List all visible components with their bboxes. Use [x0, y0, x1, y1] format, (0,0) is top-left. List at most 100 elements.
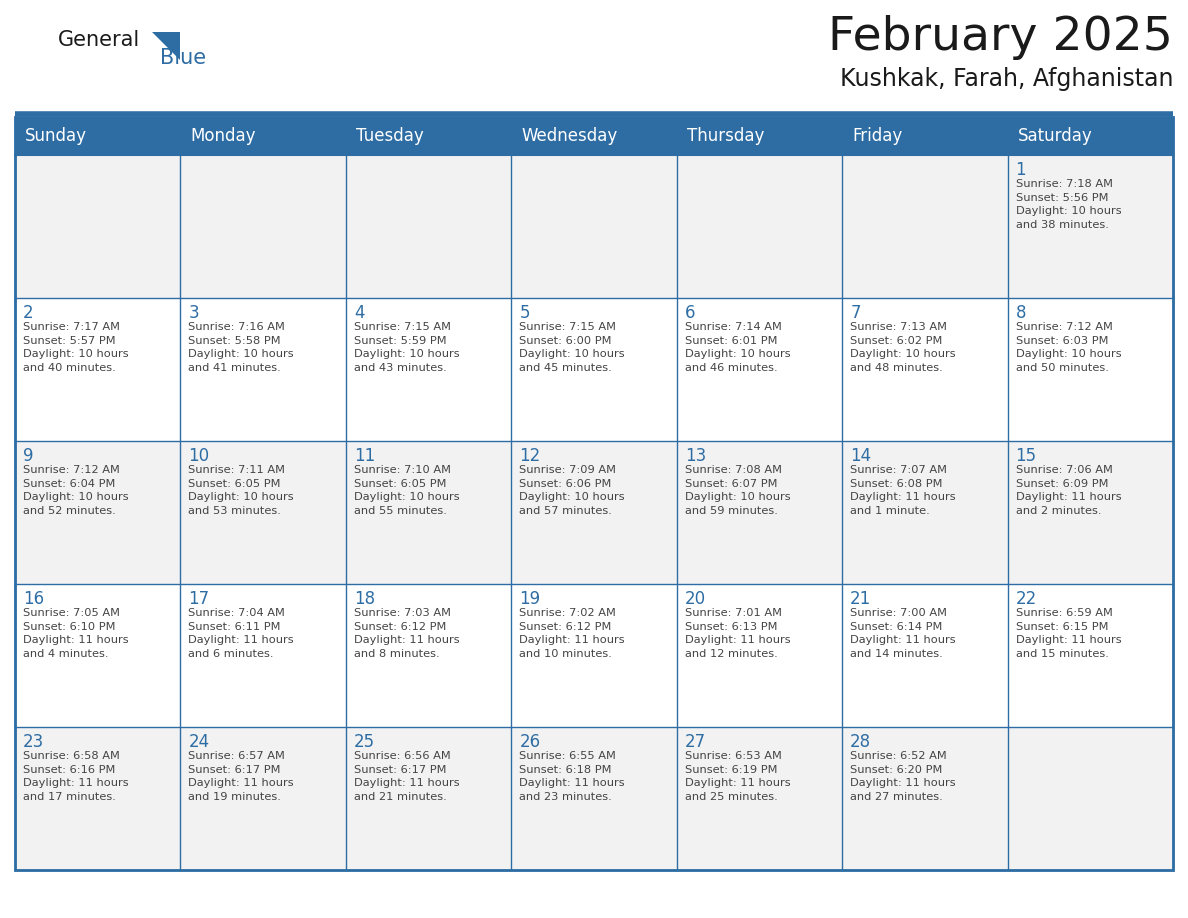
Bar	[346, 298, 511, 441]
Text: Sunrise: 7:18 AM
Sunset: 5:56 PM
Daylight: 10 hours
and 38 minutes.: Sunrise: 7:18 AM Sunset: 5:56 PM Dayligh…	[1016, 179, 1121, 230]
Text: 27: 27	[684, 733, 706, 751]
Text: 2: 2	[23, 304, 33, 322]
Text: Sunrise: 6:58 AM
Sunset: 6:16 PM
Daylight: 11 hours
and 17 minutes.: Sunrise: 6:58 AM Sunset: 6:16 PM Dayligh…	[23, 751, 128, 801]
Text: Sunrise: 7:06 AM
Sunset: 6:09 PM
Daylight: 11 hours
and 2 minutes.: Sunrise: 7:06 AM Sunset: 6:09 PM Dayligh…	[1016, 465, 1121, 516]
Text: 20: 20	[684, 590, 706, 608]
Bar	[181, 298, 346, 441]
Text: Sunrise: 7:16 AM
Sunset: 5:58 PM
Daylight: 10 hours
and 41 minutes.: Sunrise: 7:16 AM Sunset: 5:58 PM Dayligh…	[189, 322, 295, 373]
Bar	[511, 117, 677, 155]
Text: Sunrise: 7:13 AM
Sunset: 6:02 PM
Daylight: 10 hours
and 48 minutes.: Sunrise: 7:13 AM Sunset: 6:02 PM Dayligh…	[851, 322, 956, 373]
Text: Tuesday: Tuesday	[356, 127, 424, 145]
Text: General: General	[58, 30, 140, 50]
Text: 10: 10	[189, 447, 209, 465]
Text: 25: 25	[354, 733, 375, 751]
Polygon shape	[152, 32, 181, 60]
Bar	[677, 155, 842, 298]
Text: Blue: Blue	[160, 48, 207, 68]
Bar	[181, 441, 346, 584]
Text: 11: 11	[354, 447, 375, 465]
Bar	[511, 441, 677, 584]
Bar	[15, 155, 181, 298]
Bar	[511, 727, 677, 870]
Bar	[346, 117, 511, 155]
Bar	[511, 584, 677, 727]
Bar	[1007, 584, 1173, 727]
Text: Sunrise: 7:04 AM
Sunset: 6:11 PM
Daylight: 11 hours
and 6 minutes.: Sunrise: 7:04 AM Sunset: 6:11 PM Dayligh…	[189, 608, 295, 659]
Bar	[181, 155, 346, 298]
Text: Friday: Friday	[852, 127, 903, 145]
Text: 8: 8	[1016, 304, 1026, 322]
Bar	[677, 441, 842, 584]
Text: 17: 17	[189, 590, 209, 608]
Bar	[346, 584, 511, 727]
Text: Sunrise: 7:15 AM
Sunset: 6:00 PM
Daylight: 10 hours
and 45 minutes.: Sunrise: 7:15 AM Sunset: 6:00 PM Dayligh…	[519, 322, 625, 373]
Text: Sunrise: 7:07 AM
Sunset: 6:08 PM
Daylight: 11 hours
and 1 minute.: Sunrise: 7:07 AM Sunset: 6:08 PM Dayligh…	[851, 465, 956, 516]
Bar	[842, 441, 1007, 584]
Bar	[1007, 298, 1173, 441]
Text: Sunrise: 6:52 AM
Sunset: 6:20 PM
Daylight: 11 hours
and 27 minutes.: Sunrise: 6:52 AM Sunset: 6:20 PM Dayligh…	[851, 751, 956, 801]
Text: Wednesday: Wednesday	[522, 127, 618, 145]
Text: 14: 14	[851, 447, 871, 465]
Text: Sunrise: 7:08 AM
Sunset: 6:07 PM
Daylight: 10 hours
and 59 minutes.: Sunrise: 7:08 AM Sunset: 6:07 PM Dayligh…	[684, 465, 790, 516]
Text: Sunrise: 6:56 AM
Sunset: 6:17 PM
Daylight: 11 hours
and 21 minutes.: Sunrise: 6:56 AM Sunset: 6:17 PM Dayligh…	[354, 751, 460, 801]
Text: Sunrise: 7:09 AM
Sunset: 6:06 PM
Daylight: 10 hours
and 57 minutes.: Sunrise: 7:09 AM Sunset: 6:06 PM Dayligh…	[519, 465, 625, 516]
Bar	[1007, 155, 1173, 298]
Text: 28: 28	[851, 733, 871, 751]
Text: Sunrise: 6:55 AM
Sunset: 6:18 PM
Daylight: 11 hours
and 23 minutes.: Sunrise: 6:55 AM Sunset: 6:18 PM Dayligh…	[519, 751, 625, 801]
Text: Sunrise: 6:57 AM
Sunset: 6:17 PM
Daylight: 11 hours
and 19 minutes.: Sunrise: 6:57 AM Sunset: 6:17 PM Dayligh…	[189, 751, 295, 801]
Text: 23: 23	[23, 733, 44, 751]
Text: Sunrise: 7:12 AM
Sunset: 6:03 PM
Daylight: 10 hours
and 50 minutes.: Sunrise: 7:12 AM Sunset: 6:03 PM Dayligh…	[1016, 322, 1121, 373]
Bar	[181, 117, 346, 155]
Bar	[842, 727, 1007, 870]
Bar	[346, 155, 511, 298]
Bar	[511, 298, 677, 441]
Text: 19: 19	[519, 590, 541, 608]
Bar	[15, 584, 181, 727]
Text: 13: 13	[684, 447, 706, 465]
Text: 18: 18	[354, 590, 375, 608]
Text: Sunrise: 6:59 AM
Sunset: 6:15 PM
Daylight: 11 hours
and 15 minutes.: Sunrise: 6:59 AM Sunset: 6:15 PM Dayligh…	[1016, 608, 1121, 659]
Text: 16: 16	[23, 590, 44, 608]
Bar	[15, 441, 181, 584]
Bar	[677, 298, 842, 441]
Text: Thursday: Thursday	[687, 127, 764, 145]
Text: 21: 21	[851, 590, 871, 608]
Bar	[511, 155, 677, 298]
Text: February 2025: February 2025	[828, 15, 1173, 60]
Text: Kushkak, Farah, Afghanistan: Kushkak, Farah, Afghanistan	[840, 67, 1173, 91]
Bar	[15, 298, 181, 441]
Bar	[346, 727, 511, 870]
Text: Sunrise: 6:53 AM
Sunset: 6:19 PM
Daylight: 11 hours
and 25 minutes.: Sunrise: 6:53 AM Sunset: 6:19 PM Dayligh…	[684, 751, 790, 801]
Text: 3: 3	[189, 304, 200, 322]
Text: 24: 24	[189, 733, 209, 751]
Bar	[181, 584, 346, 727]
Text: Sunrise: 7:03 AM
Sunset: 6:12 PM
Daylight: 11 hours
and 8 minutes.: Sunrise: 7:03 AM Sunset: 6:12 PM Dayligh…	[354, 608, 460, 659]
Bar	[1007, 117, 1173, 155]
Bar	[842, 584, 1007, 727]
Text: 6: 6	[684, 304, 695, 322]
Bar	[15, 117, 181, 155]
Bar	[842, 155, 1007, 298]
Text: Sunday: Sunday	[25, 127, 87, 145]
Text: Sunrise: 7:14 AM
Sunset: 6:01 PM
Daylight: 10 hours
and 46 minutes.: Sunrise: 7:14 AM Sunset: 6:01 PM Dayligh…	[684, 322, 790, 373]
Text: 9: 9	[23, 447, 33, 465]
Text: Monday: Monday	[190, 127, 255, 145]
Text: Sunrise: 7:11 AM
Sunset: 6:05 PM
Daylight: 10 hours
and 53 minutes.: Sunrise: 7:11 AM Sunset: 6:05 PM Dayligh…	[189, 465, 295, 516]
Bar	[842, 117, 1007, 155]
Text: Sunrise: 7:12 AM
Sunset: 6:04 PM
Daylight: 10 hours
and 52 minutes.: Sunrise: 7:12 AM Sunset: 6:04 PM Dayligh…	[23, 465, 128, 516]
Text: 4: 4	[354, 304, 365, 322]
Bar	[677, 584, 842, 727]
Text: 15: 15	[1016, 447, 1037, 465]
Text: Sunrise: 7:01 AM
Sunset: 6:13 PM
Daylight: 11 hours
and 12 minutes.: Sunrise: 7:01 AM Sunset: 6:13 PM Dayligh…	[684, 608, 790, 659]
Bar	[346, 441, 511, 584]
Bar	[842, 298, 1007, 441]
Bar	[677, 117, 842, 155]
Text: 1: 1	[1016, 161, 1026, 179]
Bar	[15, 117, 1173, 870]
Text: Sunrise: 7:05 AM
Sunset: 6:10 PM
Daylight: 11 hours
and 4 minutes.: Sunrise: 7:05 AM Sunset: 6:10 PM Dayligh…	[23, 608, 128, 659]
Text: 26: 26	[519, 733, 541, 751]
Bar	[181, 727, 346, 870]
Bar	[1007, 727, 1173, 870]
Text: Sunrise: 7:17 AM
Sunset: 5:57 PM
Daylight: 10 hours
and 40 minutes.: Sunrise: 7:17 AM Sunset: 5:57 PM Dayligh…	[23, 322, 128, 373]
Text: 7: 7	[851, 304, 860, 322]
